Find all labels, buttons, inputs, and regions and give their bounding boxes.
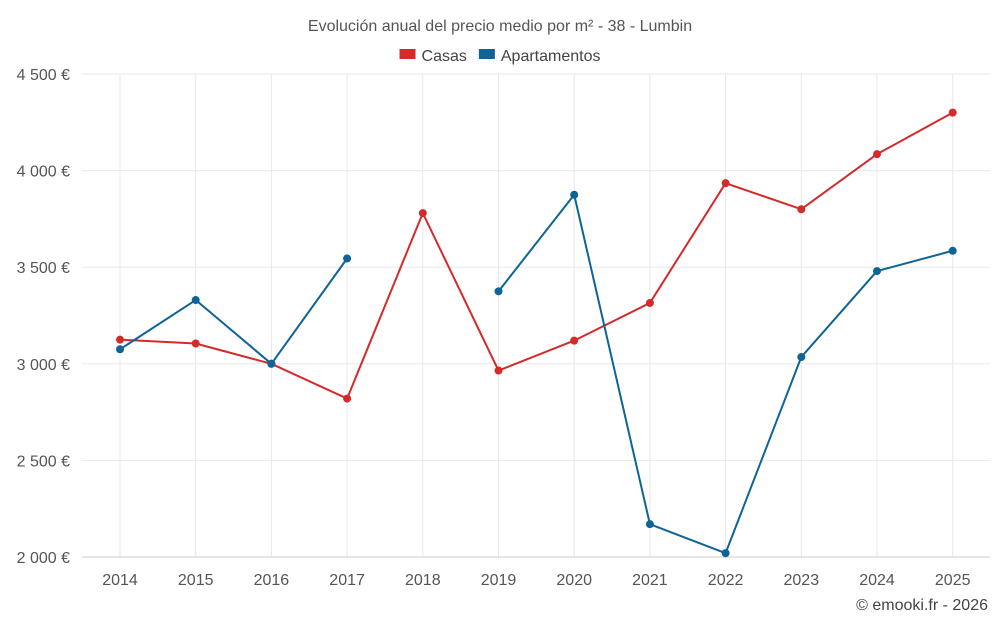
data-point-casas-2020[interactable] [570, 336, 579, 345]
legend-item-apartamentos[interactable]: Apartamentos [478, 48, 601, 65]
x-tick-label: 2024 [859, 572, 895, 589]
y-tick-label: 3 000 € [17, 357, 70, 374]
x-tick-label: 2022 [708, 572, 744, 589]
series-line-casas [119, 111, 954, 400]
data-point-apartamentos-2021[interactable] [645, 520, 654, 529]
data-point-apartamentos-2019[interactable] [494, 287, 503, 296]
chart-title: Evolución anual del precio medio por m² … [308, 18, 692, 35]
data-point-casas-2024[interactable] [873, 150, 881, 159]
data-point-apartamentos-2017[interactable] [343, 254, 352, 263]
data-point-casas-2018[interactable] [418, 209, 427, 218]
x-tick-label: 2018 [405, 572, 441, 589]
data-point-casas-2022[interactable] [721, 179, 730, 188]
series-line-apartamentos [119, 257, 348, 365]
x-tick-label: 2020 [556, 572, 592, 589]
credit-text: © emooki.fr - 2026 [856, 597, 988, 614]
x-tick-label: 2025 [935, 572, 971, 589]
y-axis: 2 000 € 2 500 € 3 000 € 3 500 € 4 000 € 4 500… [17, 67, 70, 567]
y-tick-label: 4 000 € [17, 164, 70, 181]
x-tick-label: 2023 [784, 572, 820, 589]
legend[interactable]: Casas Apartamentos [399, 48, 601, 65]
y-tick-label: 2 000 € [17, 550, 70, 567]
series-apartamentos [116, 190, 957, 558]
legend-swatch [478, 49, 495, 59]
data-point-casas-2015[interactable] [191, 339, 200, 348]
x-tick-label: 2017 [329, 572, 365, 589]
data-point-apartamentos-2023[interactable] [797, 353, 806, 362]
data-point-casas-2019[interactable] [494, 366, 503, 375]
legend-swatch [399, 49, 416, 59]
data-point-casas-2025[interactable] [948, 108, 957, 117]
x-tick-label: 2021 [632, 572, 668, 589]
y-tick-label: 4 500 € [17, 67, 70, 84]
x-tick-label: 2016 [254, 572, 290, 589]
legend-item-casas[interactable]: Casas [399, 48, 467, 65]
data-point-apartamentos-2016[interactable] [267, 359, 276, 368]
series-casas [116, 108, 957, 403]
series-group [116, 108, 957, 558]
data-point-apartamentos-2015[interactable] [191, 296, 200, 305]
legend-label: Casas [422, 48, 467, 65]
data-point-apartamentos-2025[interactable] [948, 246, 957, 255]
y-tick-label: 3 500 € [17, 260, 70, 277]
x-axis: 2014 2015 2016 2017 2018 2019 2020 2021 2022 2023… [102, 572, 970, 589]
y-tick-label: 2 500 € [17, 453, 70, 470]
x-tick-label: 2015 [178, 572, 214, 589]
x-tick-label: 2014 [102, 572, 138, 589]
data-point-casas-2014[interactable] [116, 335, 124, 344]
grid [82, 73, 990, 558]
x-tick-label: 2019 [481, 572, 517, 589]
data-point-apartamentos-2014[interactable] [116, 345, 124, 354]
data-point-apartamentos-2022[interactable] [721, 549, 730, 558]
data-point-casas-2023[interactable] [797, 205, 806, 214]
data-point-casas-2017[interactable] [343, 394, 352, 403]
data-point-casas-2021[interactable] [645, 298, 654, 307]
data-point-apartamentos-2020[interactable] [570, 190, 579, 199]
data-point-apartamentos-2024[interactable] [873, 267, 881, 276]
legend-label: Apartamentos [501, 48, 601, 65]
